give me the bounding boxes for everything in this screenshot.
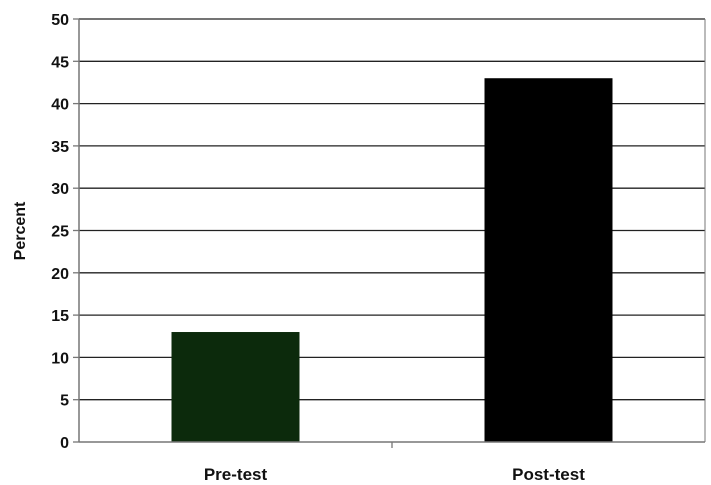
y-tick-label: 25 — [51, 224, 69, 241]
y-tick-labels: 0 5 10 15 20 25 30 35 40 45 50 — [51, 12, 79, 452]
x-category-label: Pre-test — [204, 465, 268, 484]
bar-post-test — [484, 78, 613, 442]
y-tick-label: 40 — [51, 97, 69, 114]
y-tick-label: 10 — [51, 350, 69, 367]
y-tick-label: 35 — [51, 139, 69, 156]
x-category-label: Post-test — [512, 465, 585, 484]
y-tick-label: 15 — [51, 308, 69, 325]
y-tick-label: 45 — [51, 54, 69, 71]
y-tick-label: 0 — [60, 435, 69, 452]
y-tick-label: 20 — [51, 266, 69, 283]
bars — [171, 78, 613, 442]
x-category-labels: Pre-test Post-test — [204, 465, 585, 484]
bar-pre-test — [171, 332, 300, 442]
y-tick-label: 50 — [51, 12, 69, 29]
y-axis-title: Percent — [12, 201, 29, 260]
y-tick-label: 30 — [51, 181, 69, 198]
y-tick-label: 5 — [60, 393, 69, 410]
